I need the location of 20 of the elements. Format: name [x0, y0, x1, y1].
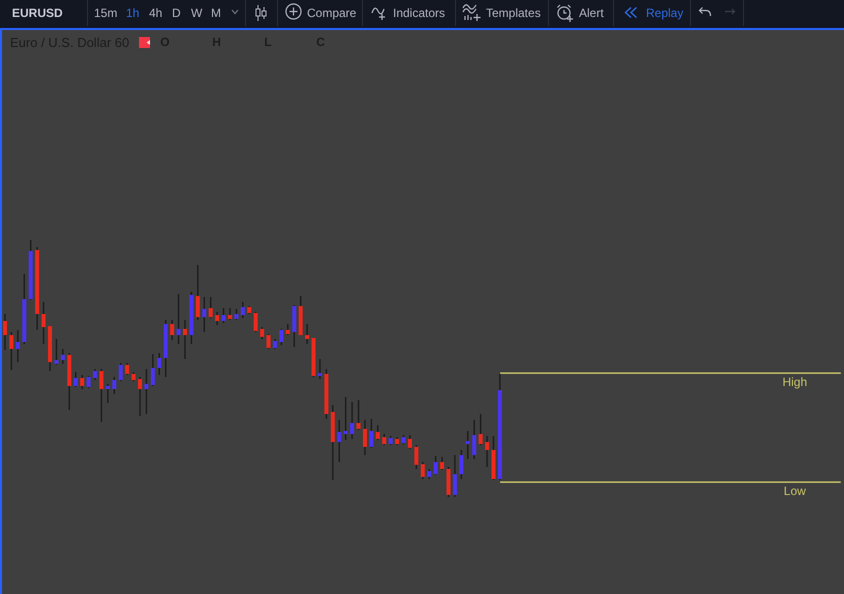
- candlestick: [106, 384, 110, 403]
- text: Indicators: [393, 6, 446, 20]
- text: 1h: [126, 6, 140, 20]
- ref-line-label: Low: [784, 484, 806, 498]
- text: D: [172, 6, 181, 20]
- candlestick: [466, 430, 470, 459]
- ref-line-label: High: [782, 375, 808, 390]
- candlestick: [54, 338, 58, 365]
- text: 4h: [149, 6, 162, 20]
- text: Alert: [579, 6, 604, 20]
- text: Replay: [646, 6, 684, 20]
- text: 15m: [94, 6, 118, 20]
- text: Compare: [307, 6, 356, 20]
- candlestick: [144, 369, 148, 414]
- text: M: [211, 6, 221, 20]
- text: Templates: [486, 6, 541, 20]
- text: EURUSD: [12, 6, 63, 20]
- text: W: [191, 6, 202, 20]
- candlestick: [318, 358, 322, 380]
- candlestick: [344, 397, 348, 440]
